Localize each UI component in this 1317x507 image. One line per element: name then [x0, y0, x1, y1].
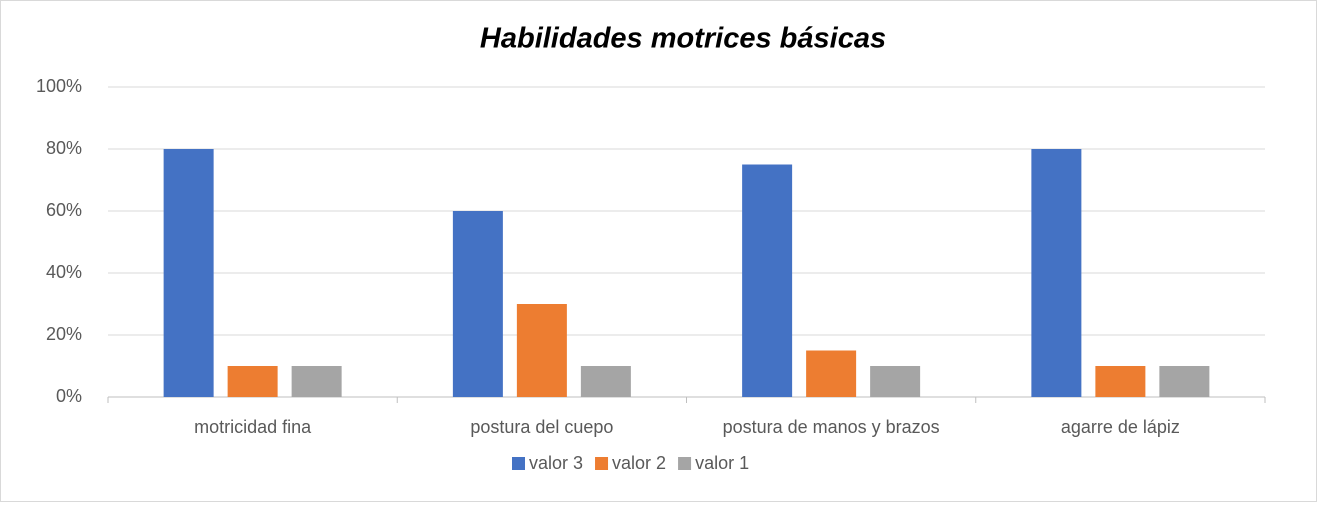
x-tick-label: postura de manos y brazos — [723, 417, 940, 437]
legend-label: valor 3 — [529, 453, 583, 473]
legend-swatch — [678, 457, 692, 470]
bar — [580, 366, 631, 397]
y-tick-label: 100% — [36, 76, 82, 96]
legend-label: valor 1 — [695, 453, 749, 473]
legend-label: valor 2 — [612, 453, 666, 473]
y-tick-label: 20% — [46, 324, 82, 344]
y-tick-label: 80% — [46, 138, 82, 158]
bar — [1095, 366, 1146, 397]
x-tick-label: motricidad fina — [194, 417, 312, 437]
bar — [163, 149, 214, 397]
y-tick-label: 40% — [46, 262, 82, 282]
x-tick-label: postura del cuepo — [470, 417, 613, 437]
bar — [806, 350, 857, 397]
legend-swatch — [595, 457, 609, 470]
bar — [227, 366, 278, 397]
bar — [742, 164, 793, 397]
y-tick-label: 60% — [46, 200, 82, 220]
bar — [870, 366, 921, 397]
y-tick-label: 0% — [56, 386, 82, 406]
x-tick-label: agarre de lápiz — [1061, 417, 1180, 437]
chart-title: Habilidades motrices básicas — [480, 23, 886, 55]
bar — [452, 211, 503, 397]
bar — [1159, 366, 1210, 397]
bar — [291, 366, 342, 397]
bar — [1031, 149, 1082, 397]
legend-swatch — [512, 457, 525, 470]
bar — [516, 304, 567, 397]
